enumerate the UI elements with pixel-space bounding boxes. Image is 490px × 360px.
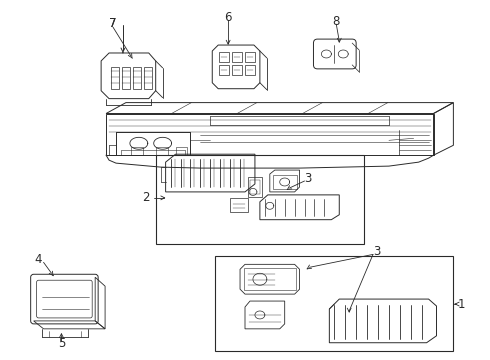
Text: 3: 3 bbox=[304, 171, 311, 185]
Bar bbox=[219, 65, 229, 75]
Bar bbox=[122, 67, 130, 89]
Bar bbox=[144, 67, 152, 89]
Bar bbox=[215, 256, 453, 351]
Bar bbox=[245, 65, 255, 75]
Bar bbox=[133, 67, 141, 89]
Bar bbox=[111, 67, 119, 89]
Bar bbox=[131, 147, 143, 155]
Bar bbox=[219, 52, 229, 62]
Bar bbox=[156, 147, 168, 155]
Text: 3: 3 bbox=[373, 245, 381, 258]
Bar bbox=[175, 147, 188, 155]
Bar bbox=[273, 175, 296, 189]
Bar bbox=[232, 65, 242, 75]
Bar bbox=[232, 52, 242, 62]
Text: 7: 7 bbox=[109, 17, 117, 30]
Bar bbox=[156, 155, 364, 244]
Bar bbox=[245, 52, 255, 62]
Bar bbox=[230, 198, 248, 212]
Bar bbox=[244, 268, 295, 290]
Text: 1: 1 bbox=[458, 297, 465, 311]
Text: 7: 7 bbox=[109, 17, 117, 30]
Bar bbox=[248, 177, 262, 197]
Text: 4: 4 bbox=[35, 253, 42, 266]
Text: 8: 8 bbox=[333, 15, 340, 28]
Text: 6: 6 bbox=[224, 11, 232, 24]
Text: 5: 5 bbox=[58, 337, 65, 350]
Text: 2: 2 bbox=[142, 192, 149, 204]
Bar bbox=[250, 180, 260, 194]
